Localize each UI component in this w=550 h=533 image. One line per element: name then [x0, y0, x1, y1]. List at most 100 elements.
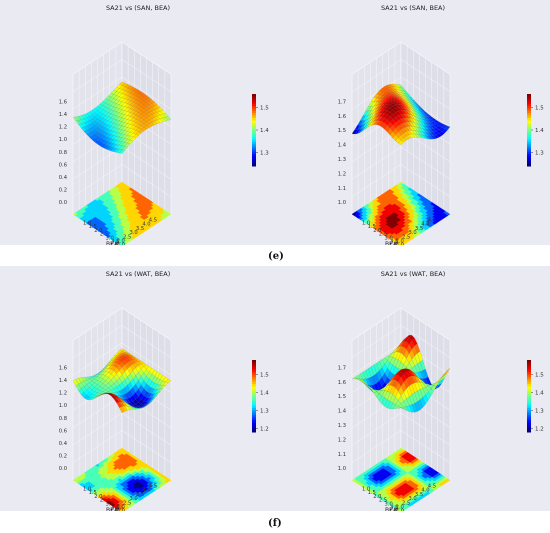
colorbar-step	[527, 384, 531, 387]
colorbar-step	[252, 158, 256, 162]
z-axis: 0.0 0.2 0.4 0.6 0.8 1.0 1.2 1.4 1.6	[59, 365, 68, 472]
colorbar-step	[252, 120, 256, 124]
wall-gridline	[72, 412, 172, 446]
y-axis-label: BEA	[385, 241, 398, 245]
colorbar-step	[252, 137, 256, 141]
x-tick-label: 2.0	[373, 494, 381, 500]
wall-gridline	[72, 59, 172, 92]
colorbar-step	[252, 398, 256, 402]
colorbar-step	[527, 417, 531, 421]
y-tick-label: 2.0	[117, 505, 125, 511]
z-tick-label: 1.5	[338, 128, 346, 134]
x-tick-label: 2.5	[100, 232, 108, 238]
y-axis-label: BEA	[106, 507, 119, 511]
wall-gridline	[351, 325, 451, 358]
contour-floor	[351, 181, 451, 245]
colorbar-tick-label: 1.4	[260, 128, 269, 134]
x-tick-label: 1.5	[368, 490, 376, 496]
x-tick-label: 3.0	[385, 501, 393, 507]
colorbar-tick-label: 1.3	[535, 408, 544, 414]
z-tick-label: 1.1	[338, 452, 346, 458]
colorbar-step	[527, 415, 531, 419]
x-tick-label: 2.5	[379, 498, 387, 504]
colorbar-step	[252, 415, 256, 419]
colorbar-step	[252, 424, 256, 428]
wall-gridline	[72, 76, 172, 110]
x-tick-label: 2.0	[94, 494, 102, 500]
z-tick-label: 1.6	[59, 99, 67, 105]
colorbar-step	[527, 146, 531, 150]
colorbar-step	[252, 132, 256, 136]
colorbar-step	[527, 118, 531, 121]
colorbar-step	[527, 108, 531, 112]
x-tick-label: 3.5	[390, 505, 398, 511]
chart-panel-e-right: SA21 vs (SAN, BEA) 1.0 1.1 1.2 1.3 1.4 1.5 1.6 1…	[275, 0, 550, 245]
x-tick-label: 1.5	[368, 224, 376, 230]
colorbar-step	[252, 108, 256, 112]
x-tick-label: 1.0	[362, 486, 370, 492]
colorbar-step	[252, 161, 256, 165]
colorbar-step	[527, 106, 531, 109]
chart-f-right: SA21 vs (WAT, BEA)1.01.11.21.31.41.51.61…	[275, 266, 550, 511]
colorbar-step	[252, 144, 256, 148]
colorbar-step	[252, 381, 256, 385]
z-tick-label: 0.6	[59, 428, 67, 434]
colorbar-tick-label: 1.3	[260, 408, 269, 414]
x-tick-label: 1.5	[89, 224, 97, 230]
colorbar-step	[252, 388, 256, 392]
colorbar-step	[527, 400, 531, 404]
colorbar-step	[527, 115, 531, 119]
z-tick-label: 1.2	[338, 171, 346, 177]
colorbar-step	[527, 374, 531, 378]
y-axis-label: BEA	[106, 241, 119, 245]
colorbar-step	[252, 408, 256, 411]
colorbar-step	[252, 400, 256, 404]
x-tick-label: 1.0	[83, 486, 91, 492]
row-label-e: (e)	[268, 251, 284, 262]
colorbar-step	[252, 149, 256, 153]
colorbar-step	[252, 134, 256, 138]
x-tick-label: 4.0	[117, 243, 125, 245]
colorbar-step	[252, 405, 256, 409]
colorbar-tick-label: 1.5	[260, 106, 269, 112]
colorbar-step	[527, 103, 531, 107]
contour-cell	[398, 243, 404, 245]
y-tick-label: 1.5	[389, 243, 397, 245]
colorbar-step	[252, 127, 256, 131]
row-label-f: (f)	[268, 518, 282, 529]
colorbar-tick-label: 1.2	[260, 426, 269, 432]
y-tick-label: 2.5	[123, 500, 131, 506]
colorbar-step	[252, 110, 256, 114]
colorbar-step	[527, 412, 531, 416]
z-tick-label: 1.6	[338, 380, 346, 386]
colorbar-step	[252, 154, 256, 157]
colorbar-step	[252, 376, 256, 380]
colorbar-step	[527, 388, 531, 392]
z-tick-label: 1.2	[338, 437, 346, 443]
colorbar-step	[252, 360, 256, 363]
y-tick-label: 4.5	[428, 483, 436, 489]
colorbar-step	[527, 139, 531, 143]
colorbar-step	[252, 125, 256, 129]
colorbar-step	[252, 369, 256, 373]
x-axis: 1.01.52.02.53.03.54.04.55.0WAT	[362, 486, 404, 511]
x-tick-label: 1.0	[83, 220, 91, 226]
colorbar-step	[527, 381, 531, 385]
colorbar-step	[527, 367, 531, 371]
x-axis: 1.01.52.02.53.03.54.04.55.0WAT	[83, 486, 125, 511]
wall-gridline	[351, 412, 451, 446]
colorbar-step	[527, 386, 531, 390]
colorbar-step	[252, 156, 256, 160]
z-tick-label: 1.0	[338, 200, 346, 206]
chart-panel-f-right: SA21 vs (WAT, BEA) 1.0 1.1 1.2 1.3 1.4 1.5 1.6 1…	[275, 266, 550, 511]
wall-gridline	[72, 325, 172, 358]
y-tick-label: 2.0	[117, 239, 125, 245]
colorbar-step	[527, 125, 531, 129]
z-axis: 1.0 1.1 1.2 1.3 1.4 1.5 1.6 1.7	[338, 99, 347, 206]
colorbar-step	[527, 369, 531, 373]
colorbar-step	[527, 420, 531, 423]
wall-gridline	[351, 76, 451, 110]
y-tick-label: 1.5	[389, 509, 397, 511]
